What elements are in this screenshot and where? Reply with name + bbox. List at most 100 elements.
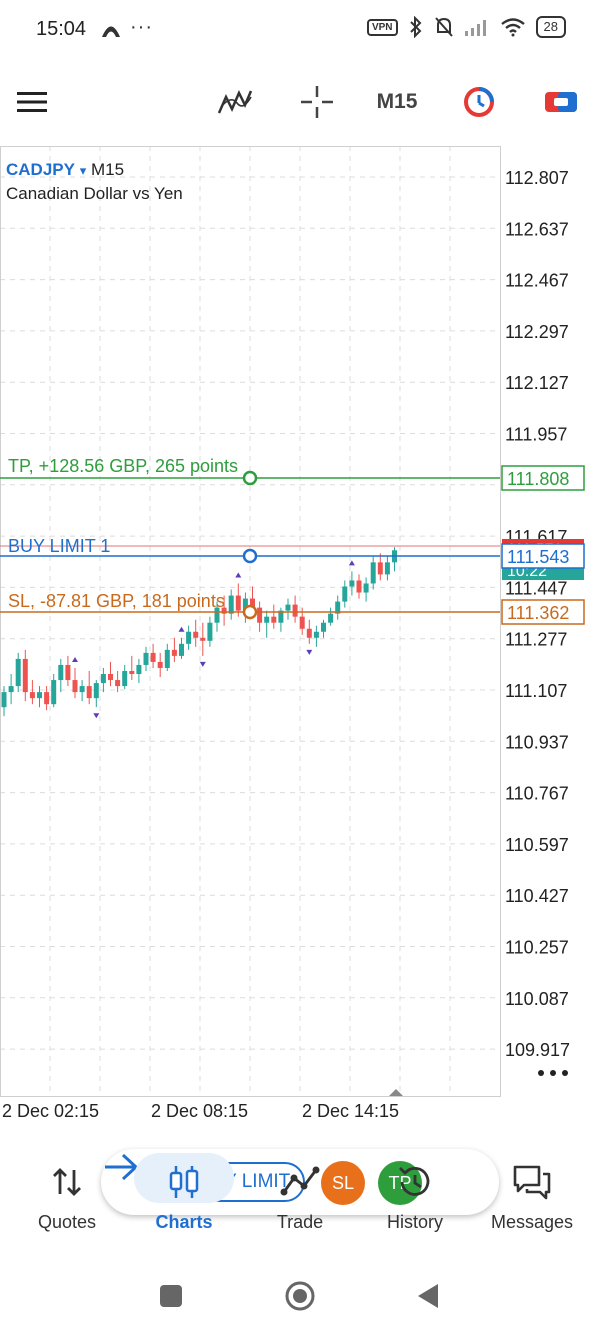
bull-candle	[186, 631, 192, 644]
bull-candle	[384, 562, 390, 575]
bull-candle	[349, 580, 355, 587]
app-notification-icon	[102, 26, 120, 37]
status-icons: VPN 28	[366, 16, 566, 38]
symbol-name[interactable]: CADJPY	[6, 160, 75, 179]
sl-label: SL, -87.81 GBP, 181 points	[8, 591, 225, 611]
bull-candle	[1, 692, 7, 708]
indicator-icon	[217, 90, 253, 114]
crosshair-button[interactable]	[294, 70, 340, 134]
nav-charts-label: Charts	[155, 1212, 213, 1232]
bear-candle	[115, 680, 121, 687]
status-more-dots: ···	[130, 16, 153, 38]
tp-price: 111.808	[507, 469, 569, 489]
back-icon[interactable]	[416, 1283, 440, 1309]
nav-history[interactable]: History	[360, 1150, 470, 1240]
battery-icon: 28	[535, 16, 566, 38]
chart-toolbar: M15	[0, 70, 600, 134]
bull-candle	[79, 686, 85, 693]
bull-candle	[93, 683, 99, 699]
bull-candle	[214, 607, 220, 623]
hamburger-icon	[17, 92, 47, 112]
time-axis-label: 2 Dec 02:15	[2, 1101, 99, 1121]
bull-candle	[136, 664, 142, 675]
buy-limit-drag-handle[interactable]	[242, 548, 258, 564]
bull-candle	[321, 622, 326, 632]
nav-quotes[interactable]: Quotes	[12, 1150, 122, 1240]
time-axis-label: 2 Dec 14:15	[302, 1101, 399, 1121]
bull-candle	[313, 631, 319, 638]
bull-candle	[122, 670, 128, 687]
price-axis-label: 110.597	[505, 835, 569, 855]
bull-candle	[207, 622, 213, 641]
bear-candle	[356, 580, 362, 593]
bear-candle	[72, 680, 78, 693]
bull-candle	[242, 598, 248, 611]
fractal-down-marker	[199, 661, 206, 667]
bull-candle	[228, 595, 234, 614]
bear-candle	[306, 628, 312, 638]
candles-icon	[169, 1166, 199, 1198]
bull-candle	[363, 583, 369, 593]
bottom-navigation: Quotes Charts Trade History Mess	[0, 1150, 600, 1250]
symbol-dropdown-icon[interactable]: ▾	[79, 163, 87, 178]
price-axis-label: 111.277	[505, 630, 567, 650]
bear-candle	[200, 637, 206, 641]
price-axis-label: 110.767	[505, 784, 569, 804]
status-bar: 15:04 ··· VPN 28	[0, 0, 600, 60]
time-axis-label: 2 Dec 08:15	[151, 1101, 248, 1121]
symbol-timeframe: M15	[90, 160, 125, 179]
bear-candle	[292, 604, 298, 617]
vpn-icon: VPN	[366, 18, 398, 36]
sl-price: 111.362	[507, 603, 569, 623]
price-axis-label: 110.937	[505, 732, 569, 752]
recent-apps-icon[interactable]	[159, 1284, 183, 1308]
nav-trade-label: Trade	[276, 1212, 324, 1232]
bear-candle	[129, 670, 135, 675]
chart-canvas[interactable]: 112.807 112.637 112.467 112.297 112.127 111.9…	[0, 146, 600, 1146]
bull-candle	[51, 680, 57, 705]
timeframe-button[interactable]: M15	[376, 90, 418, 113]
price-axis-label: 112.807	[505, 168, 569, 188]
bull-candle	[335, 601, 341, 614]
bear-candle	[44, 692, 50, 705]
sl-drag-handle[interactable]	[242, 604, 258, 620]
one-click-trading-button[interactable]	[456, 70, 502, 134]
nav-trade[interactable]: Trade	[245, 1150, 355, 1240]
mute-bell-icon	[434, 17, 453, 37]
fractal-down-marker	[306, 649, 313, 655]
price-axis-label: 110.257	[505, 938, 569, 958]
bluetooth-icon	[409, 16, 421, 38]
sl-button[interactable]: SL	[321, 1161, 365, 1205]
nav-messages[interactable]: Messages	[477, 1150, 587, 1240]
bear-candle	[86, 686, 92, 699]
trade-panel-toggle-button[interactable]	[538, 70, 584, 134]
bear-candle	[235, 595, 241, 611]
bull-candle	[58, 664, 64, 681]
home-icon[interactable]	[284, 1280, 316, 1312]
menu-button[interactable]	[12, 70, 52, 134]
bear-candle	[250, 598, 255, 608]
bull-candle	[143, 652, 149, 665]
bear-candle	[108, 674, 113, 681]
toggle-icon	[545, 92, 577, 112]
bear-candle	[157, 661, 163, 668]
fractal-down-marker	[93, 713, 100, 719]
bear-candle	[171, 649, 177, 656]
more-dots-icon[interactable]	[536, 1068, 570, 1078]
bull-candle	[164, 649, 170, 668]
indicators-button[interactable]	[212, 70, 258, 134]
tp-drag-handle[interactable]	[242, 470, 258, 486]
symbol-description: Canadian Dollar vs Yen	[6, 184, 183, 203]
buy-limit-price: 111.543	[507, 547, 569, 567]
price-axis-label: 110.427	[505, 886, 569, 906]
price-chart[interactable]: 112.807 112.637 112.467 112.297 112.127 111.9…	[0, 146, 600, 1215]
quotes-arrows-icon	[53, 1168, 81, 1196]
chart-symbol-header[interactable]: CADJPY ▾ M15	[6, 160, 124, 180]
status-time: 15:04	[36, 18, 87, 40]
nav-charts[interactable]: Charts	[129, 1150, 239, 1240]
price-axis-label: 110.087	[505, 989, 569, 1009]
bear-candle	[299, 616, 305, 629]
time-scroll-marker	[389, 1089, 403, 1096]
bear-candle	[193, 631, 199, 638]
fractal-up-marker	[235, 572, 242, 578]
